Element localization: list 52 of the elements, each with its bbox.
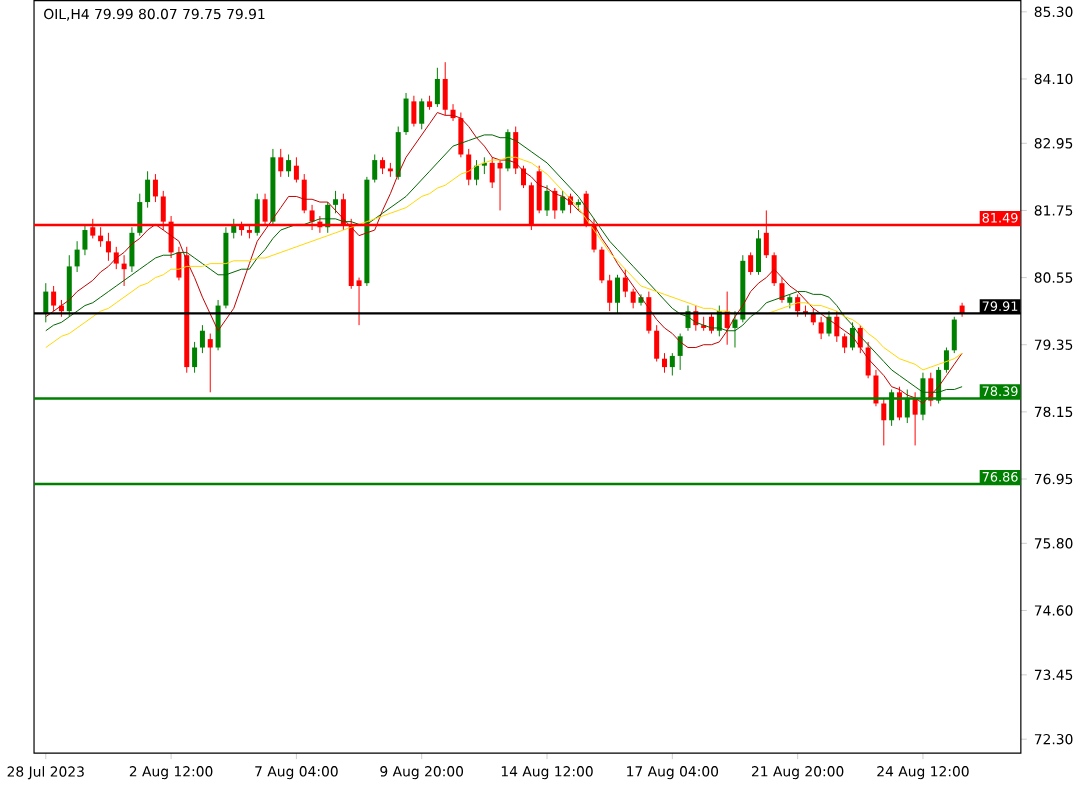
candlestick [630, 288, 636, 309]
candlestick [489, 156, 495, 189]
candlestick [599, 246, 605, 284]
candlestick [66, 254, 72, 318]
candlestick [779, 277, 785, 304]
candlestick [419, 98, 425, 130]
candlestick [755, 229, 761, 276]
candlestick [372, 154, 378, 183]
candlestick [411, 95, 417, 128]
candlestick [333, 190, 339, 214]
candlestick [748, 251, 754, 276]
candlestick [842, 333, 848, 354]
candlestick [442, 61, 448, 116]
candlestick [951, 316, 957, 354]
candlestick [818, 316, 824, 340]
candlestick [254, 193, 260, 237]
candlestick [826, 310, 832, 337]
candlestick [207, 333, 213, 393]
candlestick [615, 274, 621, 315]
candlestick [293, 156, 299, 183]
candlestick [771, 251, 777, 287]
candlestick [654, 324, 660, 363]
candlestick [199, 324, 205, 354]
candlestick [395, 126, 401, 181]
candlestick [278, 148, 284, 178]
candlestick [286, 154, 292, 178]
candlestick [192, 341, 198, 374]
candlestick [552, 187, 558, 220]
candlestick [105, 232, 111, 262]
candlestick [560, 190, 566, 214]
candlestick [434, 67, 440, 108]
candlestick [677, 333, 683, 371]
candlestick [51, 285, 57, 312]
candlestick [669, 352, 675, 376]
candlestick [466, 148, 472, 186]
candlestick [74, 240, 80, 273]
candlestick [301, 173, 307, 214]
candlestick [544, 184, 550, 217]
candlestick [474, 159, 480, 186]
candlestick [881, 397, 887, 446]
candlestick [152, 173, 158, 203]
candlestick [458, 112, 464, 158]
candlestick [82, 223, 88, 256]
candlestick [129, 226, 135, 273]
candlestick [145, 170, 151, 209]
candlestick [607, 274, 613, 312]
candlestick [943, 347, 949, 374]
candlestick [622, 268, 628, 298]
candlestick [849, 321, 855, 351]
candlestick [137, 193, 143, 237]
candlestick [403, 92, 409, 136]
candlestick [661, 352, 667, 374]
